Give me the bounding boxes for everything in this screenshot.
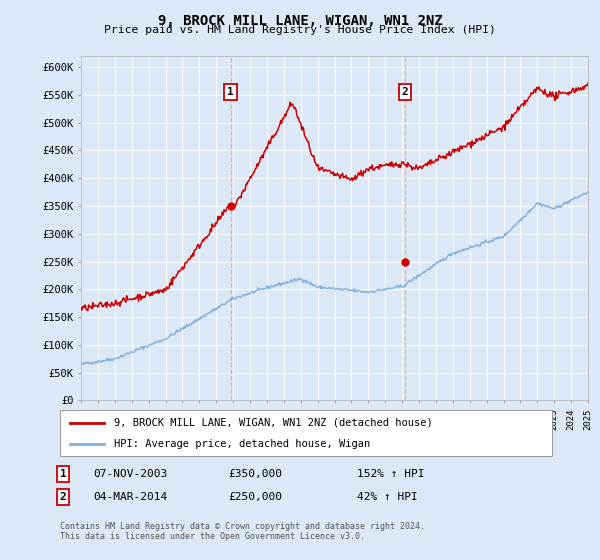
Text: 9, BROCK MILL LANE, WIGAN, WN1 2NZ (detached house): 9, BROCK MILL LANE, WIGAN, WN1 2NZ (deta…: [114, 418, 433, 428]
Text: £250,000: £250,000: [228, 492, 282, 502]
Text: £350,000: £350,000: [228, 469, 282, 479]
Text: Contains HM Land Registry data © Crown copyright and database right 2024.
This d: Contains HM Land Registry data © Crown c…: [60, 522, 425, 542]
Text: Price paid vs. HM Land Registry's House Price Index (HPI): Price paid vs. HM Land Registry's House …: [104, 25, 496, 35]
Text: 42% ↑ HPI: 42% ↑ HPI: [357, 492, 418, 502]
Text: 9, BROCK MILL LANE, WIGAN, WN1 2NZ: 9, BROCK MILL LANE, WIGAN, WN1 2NZ: [158, 14, 442, 28]
Text: 152% ↑ HPI: 152% ↑ HPI: [357, 469, 425, 479]
Text: 07-NOV-2003: 07-NOV-2003: [93, 469, 167, 479]
Text: 1: 1: [227, 87, 234, 97]
Text: 2: 2: [401, 87, 409, 97]
Text: 1: 1: [59, 469, 67, 479]
Text: 04-MAR-2014: 04-MAR-2014: [93, 492, 167, 502]
Text: 2: 2: [59, 492, 67, 502]
Text: HPI: Average price, detached house, Wigan: HPI: Average price, detached house, Wiga…: [114, 439, 370, 449]
